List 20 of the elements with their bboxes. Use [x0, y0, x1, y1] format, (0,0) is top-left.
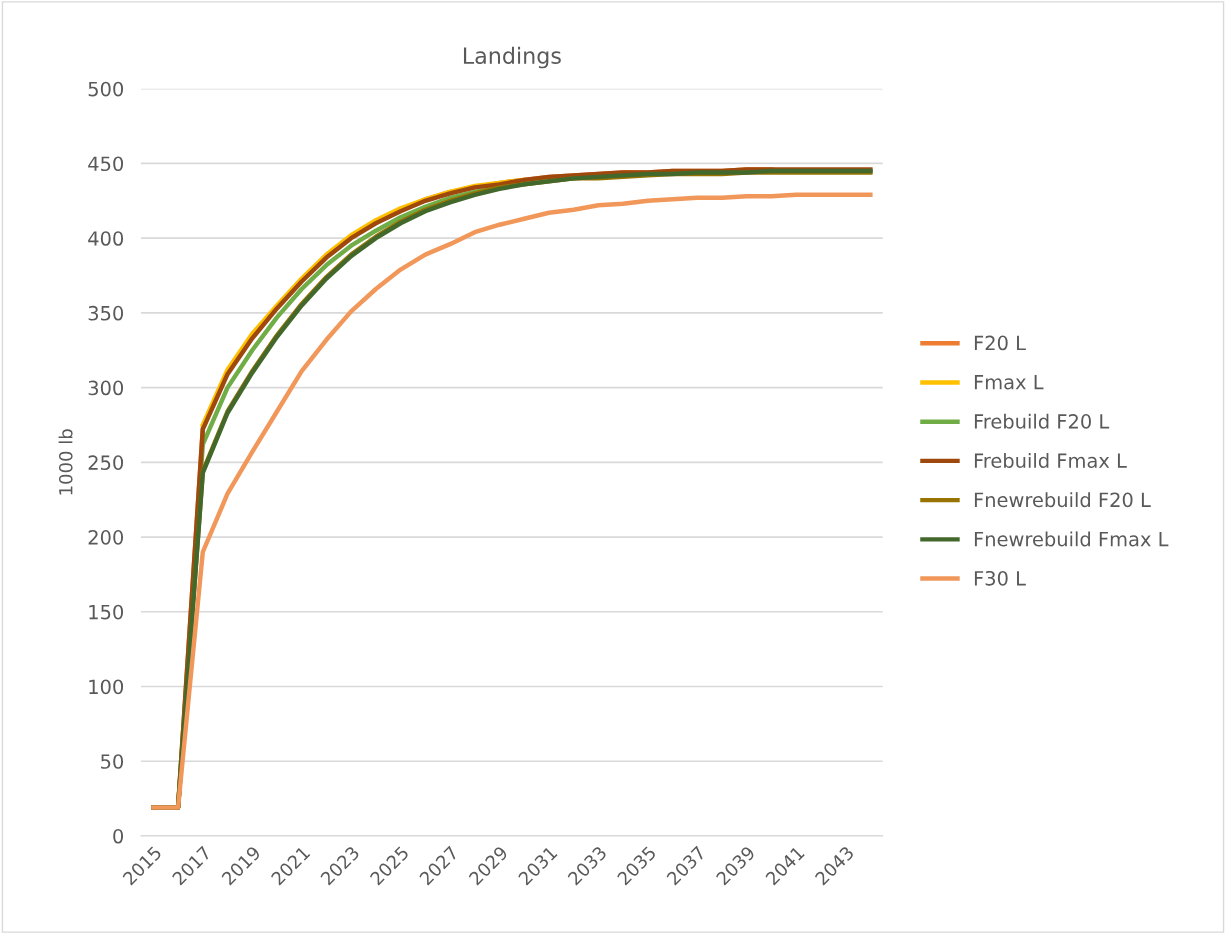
chart-title: Landings [463, 46, 561, 69]
legend-label: Frebuild F20 L [974, 413, 1110, 429]
y-tick-label: 300 [88, 380, 124, 396]
legend-label: Fnewrebuild F20 L [974, 492, 1151, 508]
legend-label: Frebuild Fmax L [974, 452, 1127, 468]
y-tick-label: 150 [89, 604, 124, 620]
legend-label: Fmax L [974, 375, 1044, 390]
y-tick-label: 0 [113, 828, 124, 844]
y-tick-label: 500 [88, 81, 124, 97]
y-tick-label: 350 [88, 305, 124, 321]
y-tick-label: 100 [89, 679, 124, 695]
y-axis-title: 1000 lb [58, 429, 73, 495]
legend-label: F30 L [974, 570, 1026, 586]
y-tick-label: 400 [88, 231, 124, 246]
y-tick-label: 200 [88, 530, 124, 545]
legend-label: Fnewrebuild Fmax L [974, 531, 1169, 547]
y-tick-label: 450 [88, 156, 124, 172]
legend-label: F20 L [974, 335, 1026, 351]
y-tick-label: 50 [101, 754, 124, 769]
y-tick-label: 250 [88, 455, 124, 470]
